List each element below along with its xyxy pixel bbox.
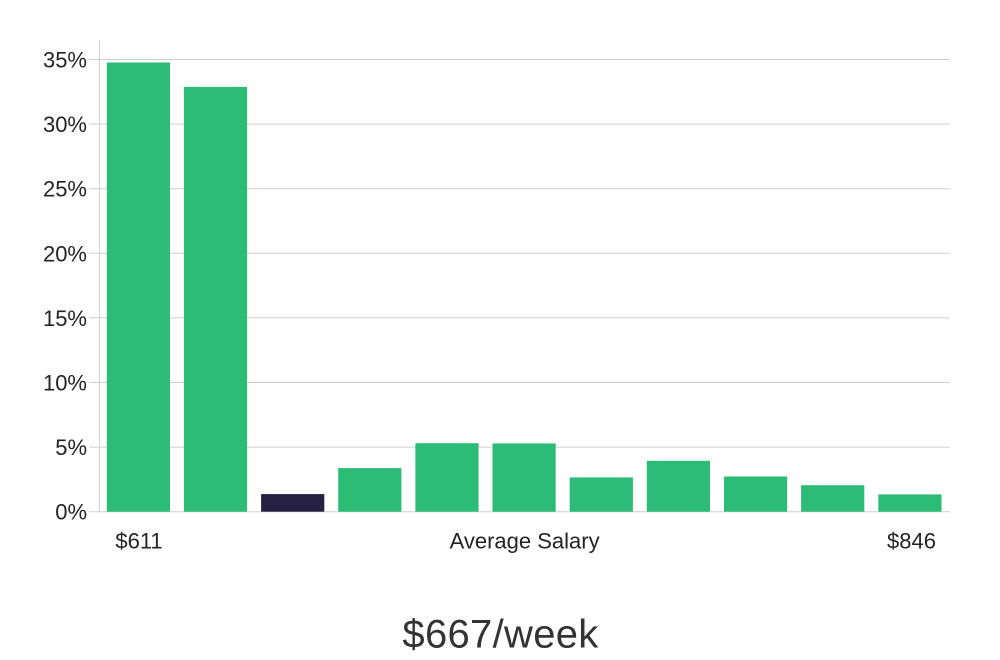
svg-text:$846: $846	[887, 529, 936, 554]
svg-text:Average Salary: Average Salary	[450, 529, 600, 554]
svg-text:0%: 0%	[55, 500, 87, 525]
svg-text:15%: 15%	[43, 306, 87, 331]
svg-text:25%: 25%	[43, 177, 87, 202]
svg-text:5%: 5%	[55, 435, 87, 460]
svg-text:20%: 20%	[43, 241, 87, 266]
svg-text:$667/week: $667/week	[402, 612, 599, 656]
svg-text:30%: 30%	[43, 112, 87, 137]
svg-text:$611: $611	[115, 529, 162, 554]
svg-text:35%: 35%	[43, 48, 87, 73]
svg-text:10%: 10%	[43, 371, 87, 396]
